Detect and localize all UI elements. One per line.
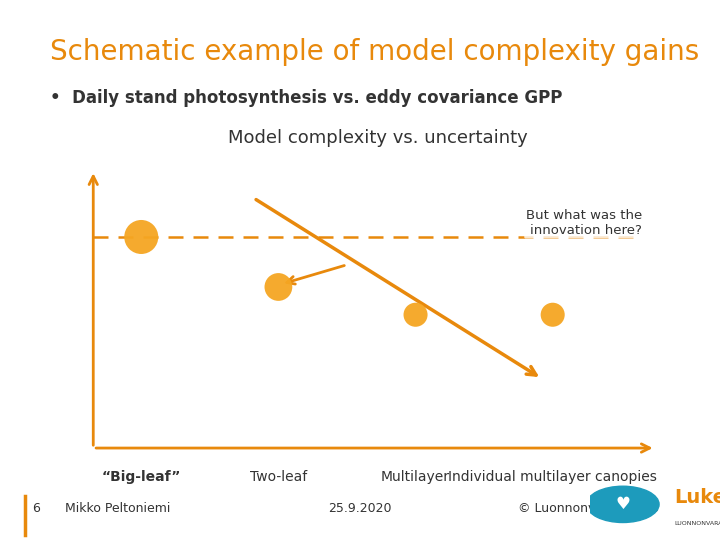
Text: “Big-leaf”: “Big-leaf” [102,470,181,484]
Text: But what was the
innovation here?: But what was the innovation here? [526,209,642,237]
Text: © Luonnonvarakeskus: © Luonnonvarakeskus [518,502,659,515]
Circle shape [587,486,659,523]
Text: Model complexity vs. uncertainty: Model complexity vs. uncertainty [228,129,528,147]
Text: Schematic example of model complexity gains: Schematic example of model complexity ga… [50,38,700,66]
Text: Multilayer: Multilayer [381,470,450,484]
Text: •  Daily stand photosynthesis vs. eddy covariance GPP: • Daily stand photosynthesis vs. eddy co… [50,89,563,106]
Text: Luke: Luke [675,488,720,508]
Text: 6: 6 [32,502,40,515]
Text: Mikko Peltoniemi: Mikko Peltoniemi [65,502,170,515]
Text: Two-leaf: Two-leaf [250,470,307,484]
Text: Individual multilayer canopies: Individual multilayer canopies [449,470,657,484]
Point [410,310,421,319]
Point [547,310,559,319]
Text: LUONNONVARAKESKUS: LUONNONVARAKESKUS [675,521,720,526]
Point [135,233,147,241]
Text: ♥: ♥ [616,495,630,514]
Text: 25.9.2020: 25.9.2020 [328,502,392,515]
Point [273,282,284,291]
